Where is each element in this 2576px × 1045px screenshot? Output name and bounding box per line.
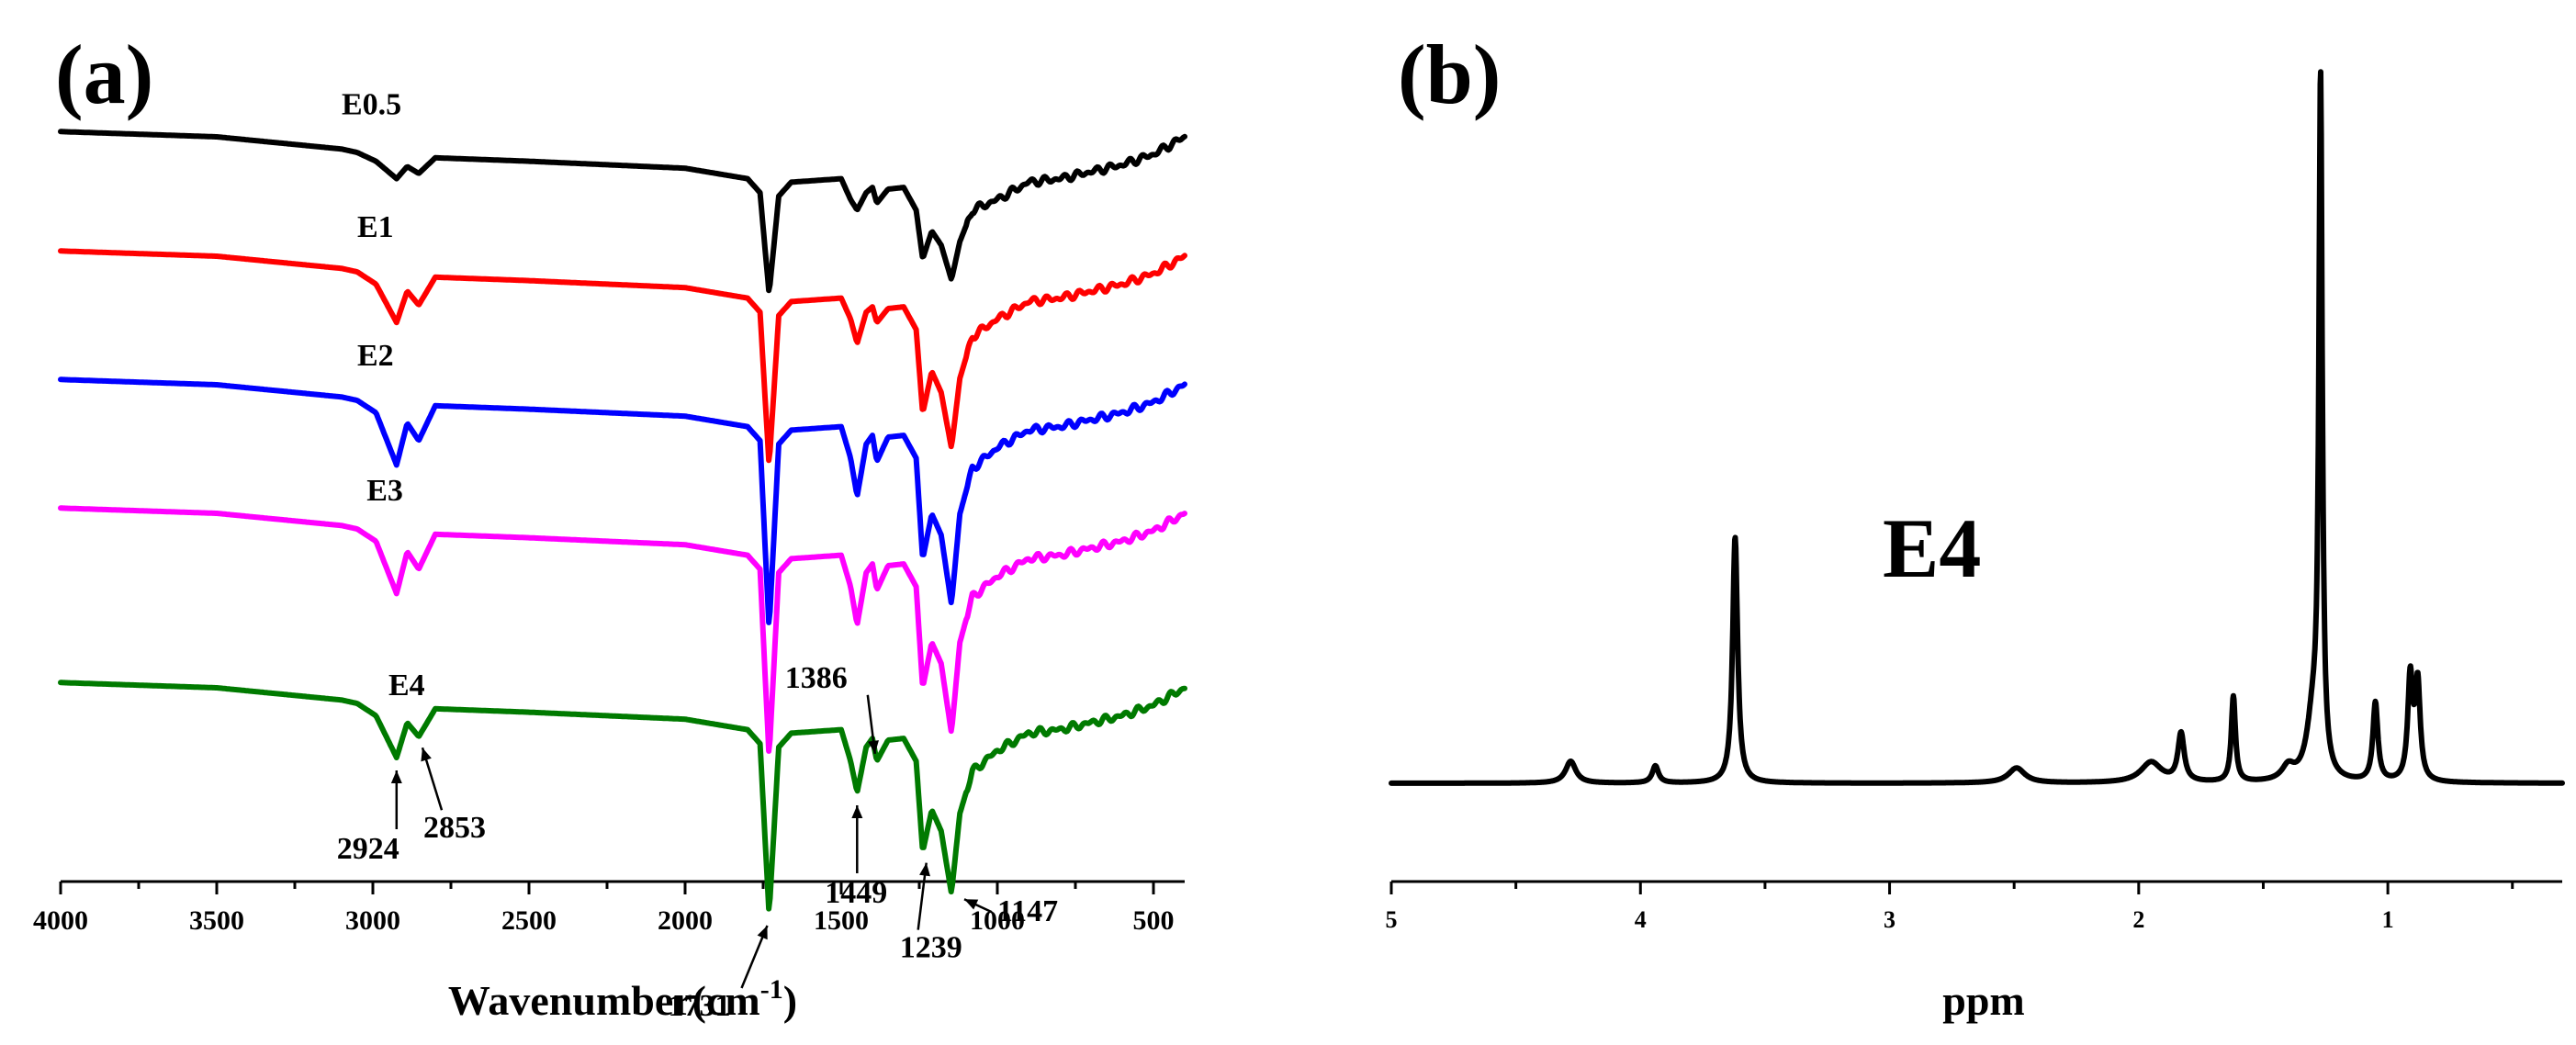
panel-a-ftir-chart: (a) E0.5 E1 E2 E3 E4 2924 2853 1731 1449 1386 123… xyxy=(33,28,1187,1024)
panel-a-tick-label-2500: 2500 xyxy=(501,905,557,936)
panel-a-series-group xyxy=(58,129,1187,912)
panel-b-x-ticks: 5 4 3 2 1 xyxy=(1386,882,2514,933)
series-label-e2: E2 xyxy=(357,339,394,373)
series-label-e3: E3 xyxy=(366,474,403,508)
series-label-e4: E4 xyxy=(388,669,425,702)
peak-label-1386: 1386 xyxy=(785,661,848,695)
panel-b-x-axis-title: ppm xyxy=(1942,977,2024,1024)
panel-b-label: (b) xyxy=(1398,28,1501,121)
panel-a-tick-label-1000: 1000 xyxy=(970,905,1025,936)
panel-a-tick-label-3500: 3500 xyxy=(189,905,244,936)
panel-b-tick-label-4: 4 xyxy=(1635,906,1647,933)
panel-a-series-labels: E0.5 E1 E2 E3 E4 xyxy=(342,87,425,702)
panel-b-tick-label-1: 1 xyxy=(2382,906,2394,933)
panel-b-tick-label-3: 3 xyxy=(1884,906,1895,933)
panel-a-x-ticks: 4000 3500 3000 2500 2000 1500 1000 500 xyxy=(33,882,1175,936)
panel-b-tick-label-2: 2 xyxy=(2132,906,2144,933)
peak-arrowhead-2853 xyxy=(421,747,432,762)
spectrum-line-e4 xyxy=(58,680,1187,912)
panel-b-tick-label-5: 5 xyxy=(1386,906,1398,933)
series-label-e0-5: E0.5 xyxy=(342,87,401,121)
peak-arrowhead-1449 xyxy=(851,805,863,818)
peak-label-2853: 2853 xyxy=(423,811,486,845)
peak-label-1731: 1731 xyxy=(669,989,731,1023)
peak-arrowhead-1239 xyxy=(919,862,930,877)
panel-b-nmr-chart: (b) 5 4 3 2 1 E4 ppm xyxy=(1386,28,2565,1024)
peak-label-1239: 1239 xyxy=(900,931,962,965)
nmr-spectrum-line-e4 xyxy=(1389,69,2565,786)
peak-arrowhead-1731 xyxy=(757,926,768,940)
spectrum-line-e2 xyxy=(58,376,1187,625)
spectrum-line-e3 xyxy=(58,505,1187,754)
panel-a-tick-label-2000: 2000 xyxy=(658,905,713,936)
spectrum-line-e1 xyxy=(58,248,1187,464)
panel-a-tick-label-4000: 4000 xyxy=(33,905,88,936)
spectrum-line-e0-5 xyxy=(58,129,1187,294)
panel-a-label: (a) xyxy=(55,28,153,121)
panel-a-peak-annotations: 2924 2853 1731 1449 1386 1239 1147 xyxy=(337,661,1058,1023)
panel-a-tick-label-500: 500 xyxy=(1133,905,1175,936)
panel-a-x-axis-title: Wavenumber(cm-1) xyxy=(448,974,797,1024)
peak-label-2924: 2924 xyxy=(337,832,399,866)
panel-b-series-group xyxy=(1389,69,2565,786)
peak-arrowhead-1147 xyxy=(964,899,979,910)
peak-label-1449: 1449 xyxy=(825,876,887,910)
panel-a-tick-label-1500: 1500 xyxy=(814,905,869,936)
panel-a-tick-label-3000: 3000 xyxy=(345,905,400,936)
peak-arrowhead-2924 xyxy=(390,770,402,783)
peak-label-1147: 1147 xyxy=(997,894,1058,928)
series-label-e1: E1 xyxy=(357,210,394,244)
panel-b-sample-label: E4 xyxy=(1883,501,1981,595)
peak-arrowhead-1386 xyxy=(868,740,879,754)
